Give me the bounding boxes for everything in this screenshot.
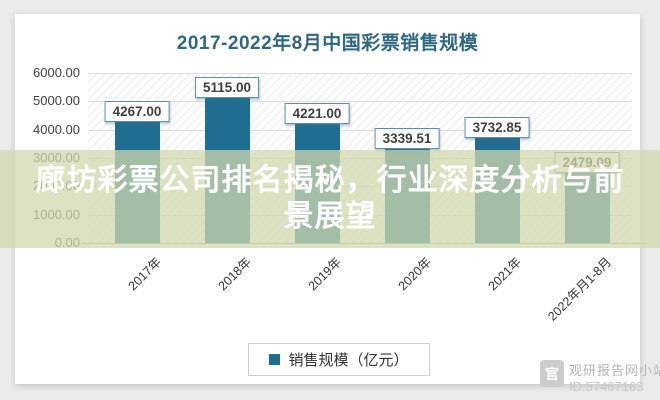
- watermark-id: ID:57467163: [569, 379, 644, 394]
- gridline: [88, 73, 632, 74]
- watermark: 官 观研报告网小站 ID:57467163: [540, 360, 660, 394]
- headline-text: 廊坊彩票公司排名揭秘，行业深度分析与前 景展望: [0, 163, 660, 235]
- bar-value-label: 3339.51: [374, 127, 440, 149]
- legend-marker-icon: [269, 354, 281, 365]
- y-tick-label: 4000.00: [33, 121, 80, 137]
- bar-value-label: 5115.00: [194, 77, 260, 99]
- y-tick-label: 6000.00: [33, 65, 80, 80]
- watermark-site: 观研报告网小站: [569, 363, 660, 378]
- headline-line1: 廊坊彩票公司排名揭秘，行业深度分析与前: [35, 164, 625, 197]
- headline-overlay: 廊坊彩票公司排名揭秘，行业深度分析与前 景展望: [0, 150, 660, 248]
- watermark-logo-icon: 官: [540, 360, 564, 387]
- gridline: [88, 129, 632, 131]
- chart-title: 2017-2022年8月中国彩票销售规模: [176, 33, 479, 54]
- legend: 销售规模（亿元）: [248, 343, 430, 376]
- bar-value-label: 4221.00: [284, 102, 350, 124]
- watermark-text: 观研报告网小站 ID:57467163: [569, 360, 660, 394]
- y-tick-label: 5000.00: [33, 93, 80, 109]
- bar-value-label: 3732.85: [464, 116, 530, 138]
- legend-label: 销售规模（亿元）: [288, 352, 409, 369]
- bar-value-label: 4267.00: [104, 101, 170, 123]
- headline-line2: 景展望: [283, 200, 377, 233]
- gridline: [88, 101, 632, 103]
